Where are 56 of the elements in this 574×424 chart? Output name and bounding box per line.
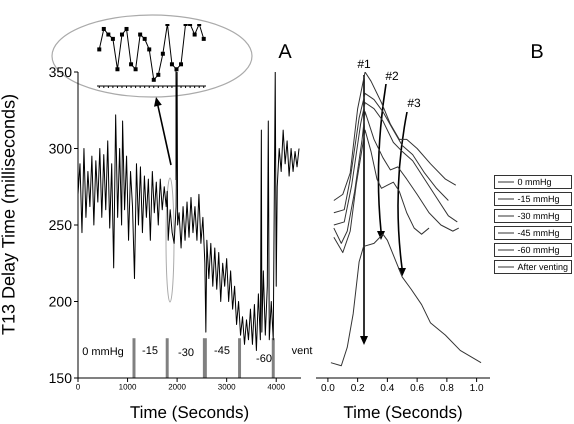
point xyxy=(156,72,160,77)
point xyxy=(152,78,156,82)
x-tick-label: 1000 xyxy=(118,382,138,392)
x-tick-label: 0.0 xyxy=(320,383,336,394)
annotation: -15 xyxy=(142,345,158,357)
point xyxy=(174,67,178,72)
x-tick-label: 0.4 xyxy=(380,383,395,394)
point xyxy=(110,36,115,41)
x-tick-label: 4000 xyxy=(267,382,286,392)
legend-label: 0 mmHg xyxy=(517,177,552,187)
y-tick-label: 250 xyxy=(48,216,72,233)
point xyxy=(124,26,129,31)
point xyxy=(102,26,106,31)
x-tick-label: 0.8 xyxy=(440,383,454,394)
y-tick-label: 300 xyxy=(48,140,72,156)
legend-label: -45 mmHg xyxy=(517,228,560,238)
point xyxy=(115,67,120,72)
legend-label: -30 mmHg xyxy=(517,211,560,221)
point xyxy=(134,67,138,72)
annotation: vent xyxy=(292,345,312,357)
point xyxy=(179,62,184,66)
x-axis-title: Time (Seconds) xyxy=(130,403,250,422)
point xyxy=(106,32,110,37)
point xyxy=(160,52,165,56)
y-tick-label: 350 xyxy=(48,64,72,80)
legend-label: -60 mmHg xyxy=(517,245,560,255)
y-tick-label: 150 xyxy=(48,370,72,386)
point xyxy=(147,47,152,52)
annotation: -60 xyxy=(256,353,272,365)
x-axis-title: Time (Seconds) xyxy=(343,403,463,422)
annotation: #2 xyxy=(385,69,399,83)
x-tick-label: 0.2 xyxy=(350,383,366,394)
point xyxy=(120,32,124,37)
x-tick-label: 0.6 xyxy=(410,383,425,394)
legend-label: After venting xyxy=(517,262,568,272)
x-tick-label: 1.0 xyxy=(470,383,484,394)
annotation: #3 xyxy=(407,96,421,110)
text: B xyxy=(530,41,544,63)
x-tick-label: 3000 xyxy=(218,382,236,392)
point xyxy=(192,32,197,37)
annotation: -30 xyxy=(178,347,194,359)
annotation: -45 xyxy=(214,345,230,357)
point xyxy=(142,36,147,41)
legend-label: -15 mmHg xyxy=(517,194,560,204)
x-tick-label: 2000 xyxy=(168,382,187,392)
annotation: 0 mmHg xyxy=(82,346,124,358)
point xyxy=(138,32,142,37)
x-tick-label: 0 xyxy=(76,382,81,392)
y-axis-title: T13 Delay Time (milliseconds) xyxy=(0,94,18,335)
point xyxy=(129,62,134,66)
point xyxy=(202,36,206,41)
text: A xyxy=(278,41,292,63)
point xyxy=(97,47,102,52)
point xyxy=(170,62,174,66)
y-tick-label: 200 xyxy=(48,293,72,310)
text: #1 xyxy=(357,57,371,71)
